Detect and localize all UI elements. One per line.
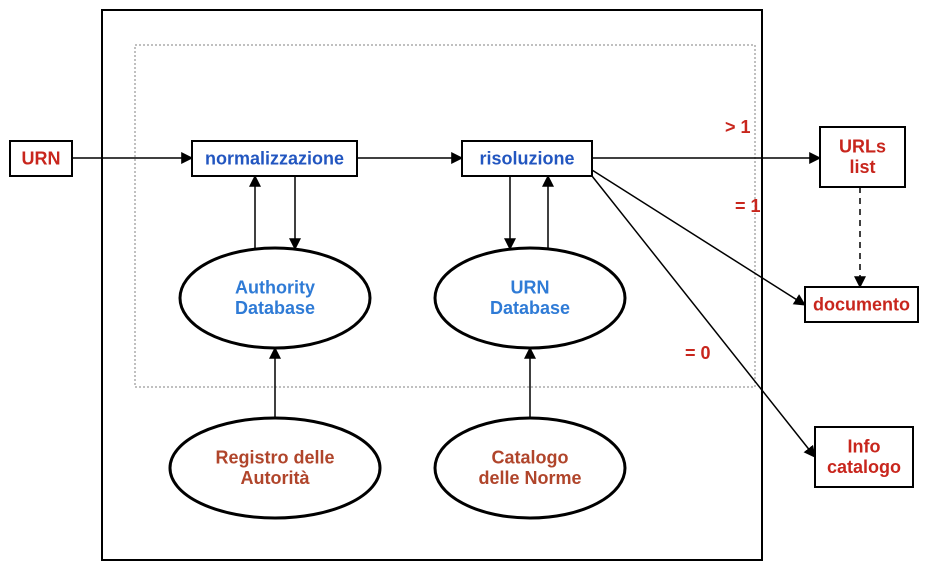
documento-label-line: documento (813, 294, 910, 314)
risoluzione-label: risoluzione (479, 148, 574, 168)
urn-label: URN (22, 148, 61, 168)
edge-3 (592, 170, 805, 305)
documento-label: documento (813, 294, 910, 314)
info_cat-label-line: Info (848, 436, 881, 456)
urn-label-line: URN (22, 148, 61, 168)
urls_list-label-line: list (849, 157, 875, 177)
info_cat-label-line: catalogo (827, 457, 901, 477)
edge-4 (592, 176, 815, 457)
catalogo-label: Catalogodelle Norme (478, 447, 581, 488)
edge-2-label: > 1 (725, 117, 751, 137)
urls_list-label-line: URLs (839, 136, 886, 156)
catalogo-label-line: Catalogo (491, 447, 568, 467)
edge-4-label: = 0 (685, 343, 711, 363)
registro-label-line: Registro delle (215, 447, 334, 467)
edge-3-label: = 1 (735, 196, 761, 216)
normalizz-label-line: normalizzazione (205, 148, 344, 168)
registro-label-line: Autorità (241, 468, 311, 488)
catalogo-label-line: delle Norme (478, 468, 581, 488)
diagram-canvas: URN normalizzazione risoluzione URLslist doc… (0, 0, 928, 565)
auth_db-label-line: Database (235, 298, 315, 318)
urn_db-label-line: Database (490, 298, 570, 318)
risoluzione-label-line: risoluzione (479, 148, 574, 168)
auth_db-label-line: Authority (235, 277, 315, 297)
urn_db-label-line: URN (511, 277, 550, 297)
auth_db-label: AuthorityDatabase (235, 277, 315, 318)
normalizz-label: normalizzazione (205, 148, 344, 168)
